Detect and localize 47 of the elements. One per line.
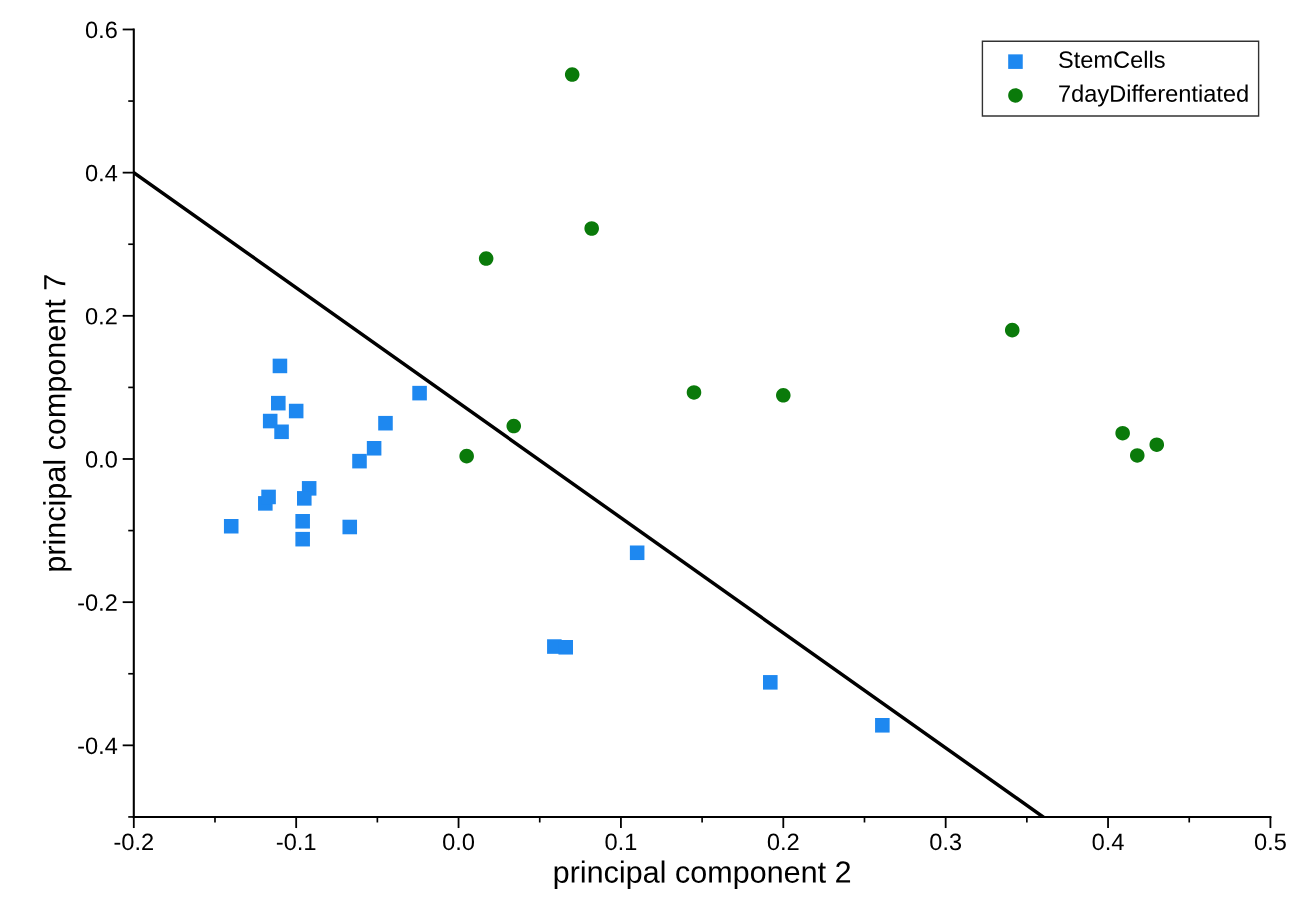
point <box>629 545 645 561</box>
y-tick-label: 0.2 <box>85 307 117 325</box>
point <box>352 453 367 469</box>
point <box>558 639 573 655</box>
point <box>274 424 289 440</box>
point <box>297 491 312 506</box>
x-tick-label: 0.1 <box>605 833 637 851</box>
point <box>506 418 522 434</box>
point <box>1004 322 1020 338</box>
point <box>223 519 239 534</box>
y-tick-label: 0.4 <box>85 164 118 182</box>
point <box>378 415 393 431</box>
point <box>295 531 310 547</box>
x-tick-label: 0.3 <box>930 833 962 851</box>
x-tick-label: -0.2 <box>114 833 153 851</box>
point <box>875 718 890 733</box>
point <box>776 388 791 403</box>
point <box>288 403 304 419</box>
point <box>342 519 358 535</box>
point <box>478 251 494 266</box>
point <box>272 358 288 374</box>
point <box>1149 437 1165 452</box>
x-axis-title: principal component 2 <box>554 860 851 889</box>
point <box>564 67 580 82</box>
point <box>412 385 427 401</box>
legend-label: 7dayDifferentiated <box>1059 84 1248 107</box>
point <box>459 448 474 464</box>
x-tick-label: 0.2 <box>767 833 799 851</box>
point <box>1115 425 1130 441</box>
x-tick-label: 0.5 <box>1254 833 1286 851</box>
y-axis-title: principal component 7 <box>43 275 72 571</box>
y-tick-label: -0.4 <box>78 737 118 755</box>
point <box>366 440 382 456</box>
legend-label: StemCells <box>1059 50 1165 69</box>
y-tick-label: 0.6 <box>85 21 117 39</box>
point <box>584 221 599 236</box>
x-tick-label: 0.4 <box>1092 833 1124 851</box>
point <box>261 489 276 505</box>
point <box>295 513 310 529</box>
x-tick-label: 0.0 <box>443 833 475 851</box>
point <box>763 675 778 690</box>
y-tick-label: -0.2 <box>78 594 117 611</box>
x-tick-label: -0.1 <box>276 833 316 851</box>
point <box>686 385 702 400</box>
y-tick-label: 0.0 <box>85 451 117 468</box>
point <box>1129 448 1145 463</box>
point <box>271 395 286 411</box>
